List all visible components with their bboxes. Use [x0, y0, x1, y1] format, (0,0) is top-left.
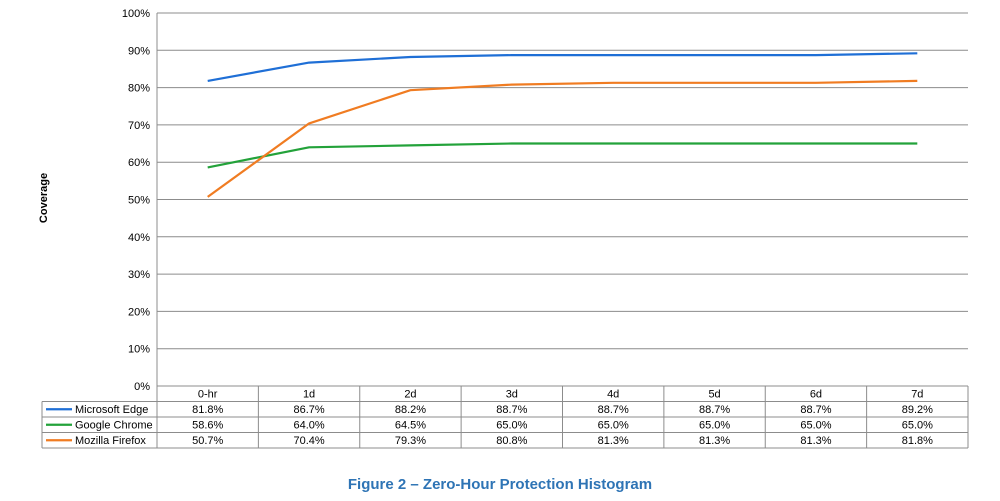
- series-line-mozilla-firefox: [207, 79, 918, 198]
- y-tick-label: 80%: [128, 83, 150, 95]
- x-category-label: 3d: [506, 389, 518, 401]
- data-label: 88.7%: [699, 404, 730, 416]
- data-table: 0-hr 1d 2d 3d 4d 5d 6d 7d Microsoft Edge 81.8% 86.…: [41, 385, 969, 449]
- figure-caption: Figure 2 – Zero-Hour Protection Histogra…: [347, 476, 653, 493]
- x-category-label: 0-hr: [198, 389, 218, 401]
- data-label: 58.6%: [192, 420, 223, 432]
- y-tick-label: 30%: [128, 269, 150, 281]
- y-tick-label: 40%: [128, 232, 150, 244]
- y-tick-label: 10%: [128, 344, 150, 356]
- data-label: 79.3%: [395, 435, 426, 447]
- x-category-label: 2d: [404, 389, 416, 401]
- series-line-google-chrome: [207, 142, 918, 169]
- data-label: 81.3%: [598, 435, 629, 447]
- y-tick-label: 0%: [134, 381, 150, 393]
- y-tick-label: 20%: [128, 306, 150, 318]
- y-axis-label: Coverage: [38, 173, 50, 223]
- series-line-microsoft-edge: [207, 52, 918, 82]
- data-label: 88.7%: [496, 404, 527, 416]
- data-label: 88.7%: [800, 404, 831, 416]
- data-label: 81.8%: [902, 435, 933, 447]
- data-label: 88.7%: [598, 404, 629, 416]
- y-tick-label: 50%: [128, 195, 150, 207]
- legend-entry: Mozilla Firefox: [75, 435, 146, 447]
- data-label: 64.0%: [293, 420, 324, 432]
- data-label: 65.0%: [699, 420, 730, 432]
- data-label: 88.2%: [395, 404, 426, 416]
- x-category-label: 1d: [303, 389, 315, 401]
- data-label: 70.4%: [293, 435, 324, 447]
- data-label: 86.7%: [293, 404, 324, 416]
- x-category-label: 4d: [607, 389, 619, 401]
- line-chart: 0% 10% 20% 30% 40% 50% 60% 70% 80% 90% 100% Covera…: [38, 8, 969, 449]
- y-axis-tick-labels: 0% 10% 20% 30% 40% 50% 60% 70% 80% 90% 100%: [122, 8, 150, 393]
- y-tick-label: 100%: [122, 8, 150, 20]
- y-tick-label: 90%: [128, 45, 150, 57]
- gridlines: [156, 12, 968, 387]
- legend-entry: Google Chrome: [75, 420, 153, 432]
- data-label: 64.5%: [395, 420, 426, 432]
- x-category-label: 7d: [911, 389, 923, 401]
- y-tick-label: 60%: [128, 157, 150, 169]
- x-category-label: 6d: [810, 389, 822, 401]
- data-label: 81.3%: [699, 435, 730, 447]
- data-label: 65.0%: [902, 420, 933, 432]
- data-label: 80.8%: [496, 435, 527, 447]
- series-lines: [207, 52, 918, 198]
- data-label: 81.8%: [192, 404, 223, 416]
- legend-entry: Microsoft Edge: [75, 404, 148, 416]
- data-label: 81.3%: [800, 435, 831, 447]
- data-label: 65.0%: [800, 420, 831, 432]
- data-label: 65.0%: [496, 420, 527, 432]
- x-category-label: 5d: [708, 389, 720, 401]
- data-label: 50.7%: [192, 435, 223, 447]
- data-label: 65.0%: [598, 420, 629, 432]
- y-tick-label: 70%: [128, 120, 150, 132]
- data-label: 89.2%: [902, 404, 933, 416]
